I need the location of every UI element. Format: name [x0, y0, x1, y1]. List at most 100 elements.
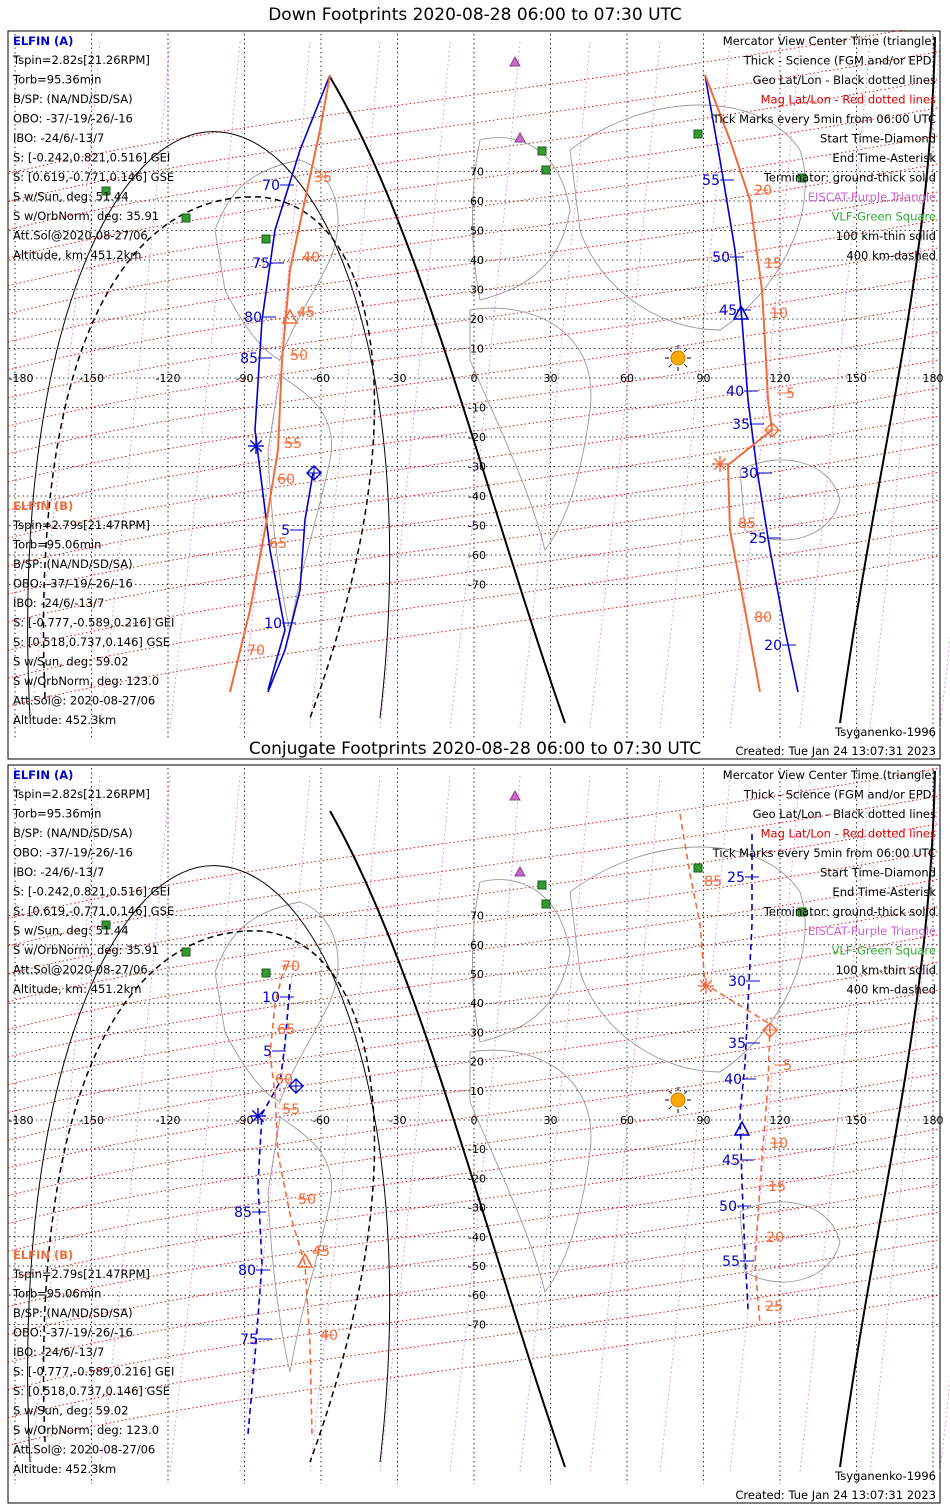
vlf-square-icon [261, 968, 271, 978]
terminator-ground-right [839, 36, 936, 724]
elfin-b-info-line: S w/OrbNorm, deg: 123.0 [13, 674, 159, 688]
legend-entry: EISCAT-Purple Triangle [808, 190, 936, 204]
elfin-a-tick-label: 85 [240, 351, 258, 367]
lon-tick-label: 90 [697, 1114, 711, 1127]
elfin-a-tick-label: 55 [702, 173, 720, 189]
model-label: Tsyganenko-1996 [834, 725, 936, 739]
elfin-a-tick-label: 45 [719, 303, 737, 319]
lon-tick-label: 60 [620, 372, 634, 385]
elfin-a-info-line: Tspin=2.82s[21.26RPM] [12, 53, 150, 67]
mag-latitude-line [7, 303, 939, 455]
elfin-b-tick-label: 65 [269, 536, 287, 552]
lat-tick-label: 50 [470, 225, 484, 238]
coastlines [214, 846, 841, 1373]
elfin-a-tick-label: 55 [722, 1254, 740, 1270]
vlf-square-icon [541, 899, 551, 909]
mag-longitude-line [519, 775, 591, 1473]
conjugate-panel-title: Conjugate Footprints 2020-08-28 06:00 to… [248, 739, 702, 759]
elfin-a-tick-label: 70 [262, 178, 280, 194]
elfin-b-track-right [704, 74, 774, 693]
legend-entry: Geo Lat/Lon - Black dotted lines [753, 807, 936, 821]
lat-tick-label: -70 [468, 579, 486, 592]
elfin-a-tick-label: 85 [234, 1205, 252, 1221]
continent-outline [472, 137, 571, 301]
elfin-a-tick-label: 5 [263, 1044, 272, 1060]
mag-latitude-line [7, 443, 939, 595]
elfin-a-tick-label: 50 [719, 1199, 737, 1215]
vlf-square-icon [101, 186, 111, 196]
lon-tick-label: -150 [79, 372, 104, 385]
lat-tick-label: -20 [468, 431, 486, 444]
end-asterisk-marker [249, 439, 263, 453]
lon-tick-label: 150 [846, 1114, 867, 1127]
terminator [27, 770, 936, 1468]
lat-tick-label: 40 [470, 997, 484, 1010]
elfin-a-tick-label: 10 [264, 616, 282, 632]
elfin-a-info-line: B/SP: (NA/ND/SD/SA) [13, 92, 133, 106]
sun-disc [670, 350, 686, 366]
down-footprint-map: -180 -150 -120 -90 -60 -30 0 30 60 90 120 150 180 70 6… [7, 30, 950, 760]
elfin-b-name: ELFIN (B) [13, 1248, 73, 1262]
mag-longitude-line [799, 775, 871, 1473]
lat-tick-label: -50 [468, 1260, 486, 1273]
mag-longitude-line [939, 635, 950, 729]
sun-icon [665, 1087, 691, 1113]
vlf-square-icon [537, 146, 547, 156]
elfin-b-info-line: S w/Sun, deg: 59.02 [13, 1404, 129, 1418]
lon-tick-label: 30 [544, 1114, 558, 1127]
elfin-a-tick-label: 50 [712, 250, 730, 266]
elfin-b-tick-label: 40 [302, 250, 320, 266]
mag-longitude-line [379, 775, 451, 1473]
elfin-b-info-line: Att.Sol@: 2020-08-27/06 [13, 1443, 155, 1457]
eiscat-triangle-icon [509, 55, 521, 67]
elfin-b-tick-label: 50 [290, 348, 308, 364]
legend-entry: Geo Lat/Lon - Black dotted lines [753, 73, 936, 87]
eiscat-triangle-icon [514, 131, 526, 143]
elfin-a-track-left [247, 983, 291, 1435]
mag-latitude-line [7, 1073, 939, 1224]
mag-latitude-line [7, 989, 939, 1141]
mag-latitude-line [7, 1017, 939, 1169]
mag-longitude-line [99, 775, 171, 1473]
elfin-b-tick-label: 85 [738, 516, 756, 532]
lon-tick-label: -30 [389, 1114, 407, 1127]
terminator-400km [42, 196, 376, 719]
lat-tick-label: -60 [468, 1289, 486, 1302]
lon-tick-label: -60 [312, 372, 330, 385]
created-timestamp: Created: Tue Jan 24 13:07:31 2023 [735, 744, 936, 758]
elfin-b-info-line: IBO: -24/6/-13/7 [13, 596, 104, 610]
elfin-b-info-line: S: [-0.777,-0.589,0.216] GEI [13, 1365, 174, 1379]
continent-outline [569, 846, 806, 1073]
elfin-a-info-line: Tspin=2.82s[21.26RPM] [12, 787, 150, 801]
lon-tick-label: 0 [471, 1114, 478, 1127]
legend-entry: Thick - Science (FGM and/or EPD) [743, 54, 936, 68]
lat-tick-label: 20 [470, 313, 484, 326]
elfin-b-info-line: Altitude: 452.3km [13, 713, 116, 727]
elfin-a-name: ELFIN (A) [13, 34, 73, 48]
mag-longitude-line [99, 41, 171, 729]
elfin-a-tick-label: 80 [244, 310, 262, 326]
elfin-b-tick-label: 10 [770, 1136, 788, 1152]
lat-tick-label: -60 [468, 549, 486, 562]
vlf-square-icon [261, 234, 271, 244]
sun-disc [670, 1092, 686, 1108]
mag-grid [7, 767, 950, 1473]
legend-entry: Start Time-Diamond [820, 866, 936, 880]
elfin-a-tick-label: 75 [252, 256, 270, 272]
lat-tick-label: 60 [470, 195, 484, 208]
lat-tick-label: 40 [470, 254, 484, 267]
lat-tick-label: 70 [470, 166, 484, 179]
elfin-b-tick-label: 80 [754, 610, 772, 626]
elfin-a-track-left [254, 74, 331, 691]
legend-entry: VLF-Green Square [832, 944, 936, 958]
elfin-b-tick-label: 60 [277, 472, 295, 488]
elfin-b-tick-label: 35 [314, 170, 332, 186]
coastlines [214, 104, 841, 631]
elfin-a-track-right [739, 834, 753, 1310]
elfin-b-tick-label: 60 [275, 1072, 293, 1088]
mag-latitude-line [7, 1294, 939, 1446]
mag-latitude-line [7, 823, 939, 975]
elfin-a-tick-label: 30 [740, 466, 758, 482]
lon-tick-label: 60 [620, 1114, 634, 1127]
end-asterisk-marker [251, 1109, 265, 1123]
